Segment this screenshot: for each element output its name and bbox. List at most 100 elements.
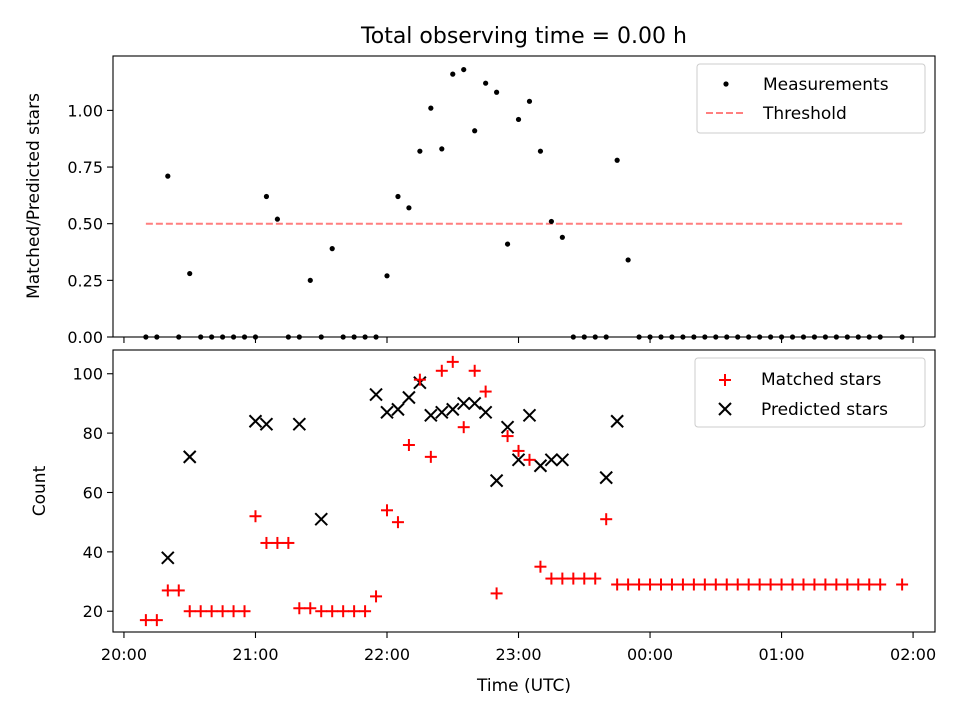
- measurement-point: [833, 334, 839, 340]
- predicted-point: [467, 396, 482, 411]
- measurement-point: [461, 66, 467, 73]
- predicted-point: [446, 402, 460, 417]
- matched-point: [644, 578, 657, 591]
- matched-point: [534, 560, 547, 573]
- measurement-point: [548, 218, 555, 225]
- measurement-point: [899, 334, 905, 340]
- x-tick-label: 23:00: [495, 645, 541, 664]
- measurement-point: [252, 334, 259, 340]
- matched-point: [655, 578, 667, 591]
- matched-point: [172, 584, 185, 597]
- matched-point: [841, 578, 854, 591]
- matched-point: [775, 578, 788, 591]
- predicted-point: [511, 453, 526, 467]
- predicted-point: [161, 551, 175, 565]
- measurement-point: [241, 334, 248, 340]
- measurement-point: [143, 334, 149, 340]
- x-tick-label: 20:00: [101, 645, 147, 664]
- x-tick-label: 01:00: [759, 645, 805, 664]
- measurement-point: [494, 89, 500, 95]
- matched-point: [819, 578, 832, 591]
- predicted-point: [489, 473, 504, 488]
- matched-point: [348, 605, 361, 618]
- matched-point: [567, 572, 580, 585]
- measurement-point: [647, 334, 653, 340]
- y-tick-label: 100: [72, 365, 103, 384]
- measurement-point: [559, 234, 565, 240]
- measurement-point: [658, 334, 664, 340]
- y-tick-label: 20: [83, 602, 103, 621]
- measurement-point: [757, 334, 763, 340]
- measurement-point: [198, 334, 204, 340]
- measurement-point: [603, 334, 609, 340]
- matched-point: [402, 438, 415, 451]
- measurement-point: [472, 128, 478, 134]
- measurement-point: [822, 334, 829, 340]
- top-panel: Total observing time = 0.00 h 0.00 0.25 0.…: [24, 24, 936, 347]
- matched-point: [896, 578, 909, 591]
- predicted-point: [522, 408, 537, 423]
- predicted-point: [248, 414, 263, 428]
- bottom-panel: 20 40 60 80 100 20:00 21:00 22:00 23:00 00:00 01:…: [30, 349, 936, 696]
- matched-point: [611, 578, 624, 591]
- matched-point: [282, 536, 295, 549]
- matched-point: [468, 364, 481, 377]
- predicted-point: [259, 417, 274, 431]
- matched-point: [512, 444, 525, 457]
- matched-point: [260, 536, 273, 549]
- matched-point: [863, 578, 876, 591]
- matched-point: [391, 516, 404, 529]
- measurement-point: [789, 334, 796, 340]
- x-tick-label: 00:00: [627, 645, 673, 664]
- matched-point: [578, 572, 591, 585]
- matched-point: [545, 572, 558, 585]
- measurement-point: [395, 193, 401, 200]
- matched-point: [742, 578, 755, 591]
- measurement-point: [263, 193, 270, 200]
- legend-measurements-label: Measurements: [763, 75, 889, 95]
- top-y-axis-label: Matched/Predicted stars: [24, 93, 44, 299]
- x-axis-label: Time (UTC): [476, 676, 571, 696]
- predicted-point: [544, 453, 559, 467]
- matched-point: [589, 572, 602, 585]
- matched-point: [479, 385, 492, 398]
- predicted-point: [555, 453, 570, 467]
- matched-point: [808, 578, 821, 591]
- chart-title: Total observing time = 0.00 h: [360, 24, 687, 49]
- matched-point: [622, 578, 635, 591]
- measurement-point: [592, 334, 598, 340]
- measurement-point: [165, 173, 171, 179]
- measurement-point: [439, 146, 445, 152]
- matched-point: [633, 578, 646, 591]
- bottom-y-axis-label: Count: [30, 465, 50, 516]
- predicted-point: [292, 417, 307, 431]
- matched-point: [874, 578, 887, 591]
- measurement-point: [504, 241, 511, 247]
- top-legend: Measurements Threshold: [696, 63, 926, 134]
- predicted-point: [500, 420, 515, 434]
- matched-point: [753, 578, 766, 591]
- bottom-legend-box: [694, 357, 926, 428]
- measurement-point: [406, 205, 412, 211]
- matched-point: [600, 513, 613, 526]
- matched-point: [381, 504, 393, 517]
- measurement-point: [307, 277, 313, 283]
- y-tick-label: 60: [83, 483, 103, 502]
- measurement-point: [811, 334, 818, 340]
- bottom-plot-frame: [112, 349, 936, 633]
- legend-measurements-marker: [723, 81, 729, 87]
- matched-point: [490, 587, 503, 600]
- matched-point: [359, 605, 372, 618]
- matched-point: [150, 614, 163, 627]
- x-tick-label: 22:00: [364, 645, 410, 664]
- measurement-point: [614, 157, 620, 163]
- y-tick-label: 0.50: [67, 215, 103, 234]
- x-tick-label: 02:00: [890, 645, 936, 664]
- matched-point: [676, 578, 689, 591]
- measurement-point: [351, 334, 357, 340]
- measurement-point: [866, 334, 872, 340]
- measurement-point: [329, 246, 335, 252]
- matched-point: [370, 590, 383, 603]
- measurement-point: [362, 334, 368, 340]
- predicted-point: [369, 387, 383, 402]
